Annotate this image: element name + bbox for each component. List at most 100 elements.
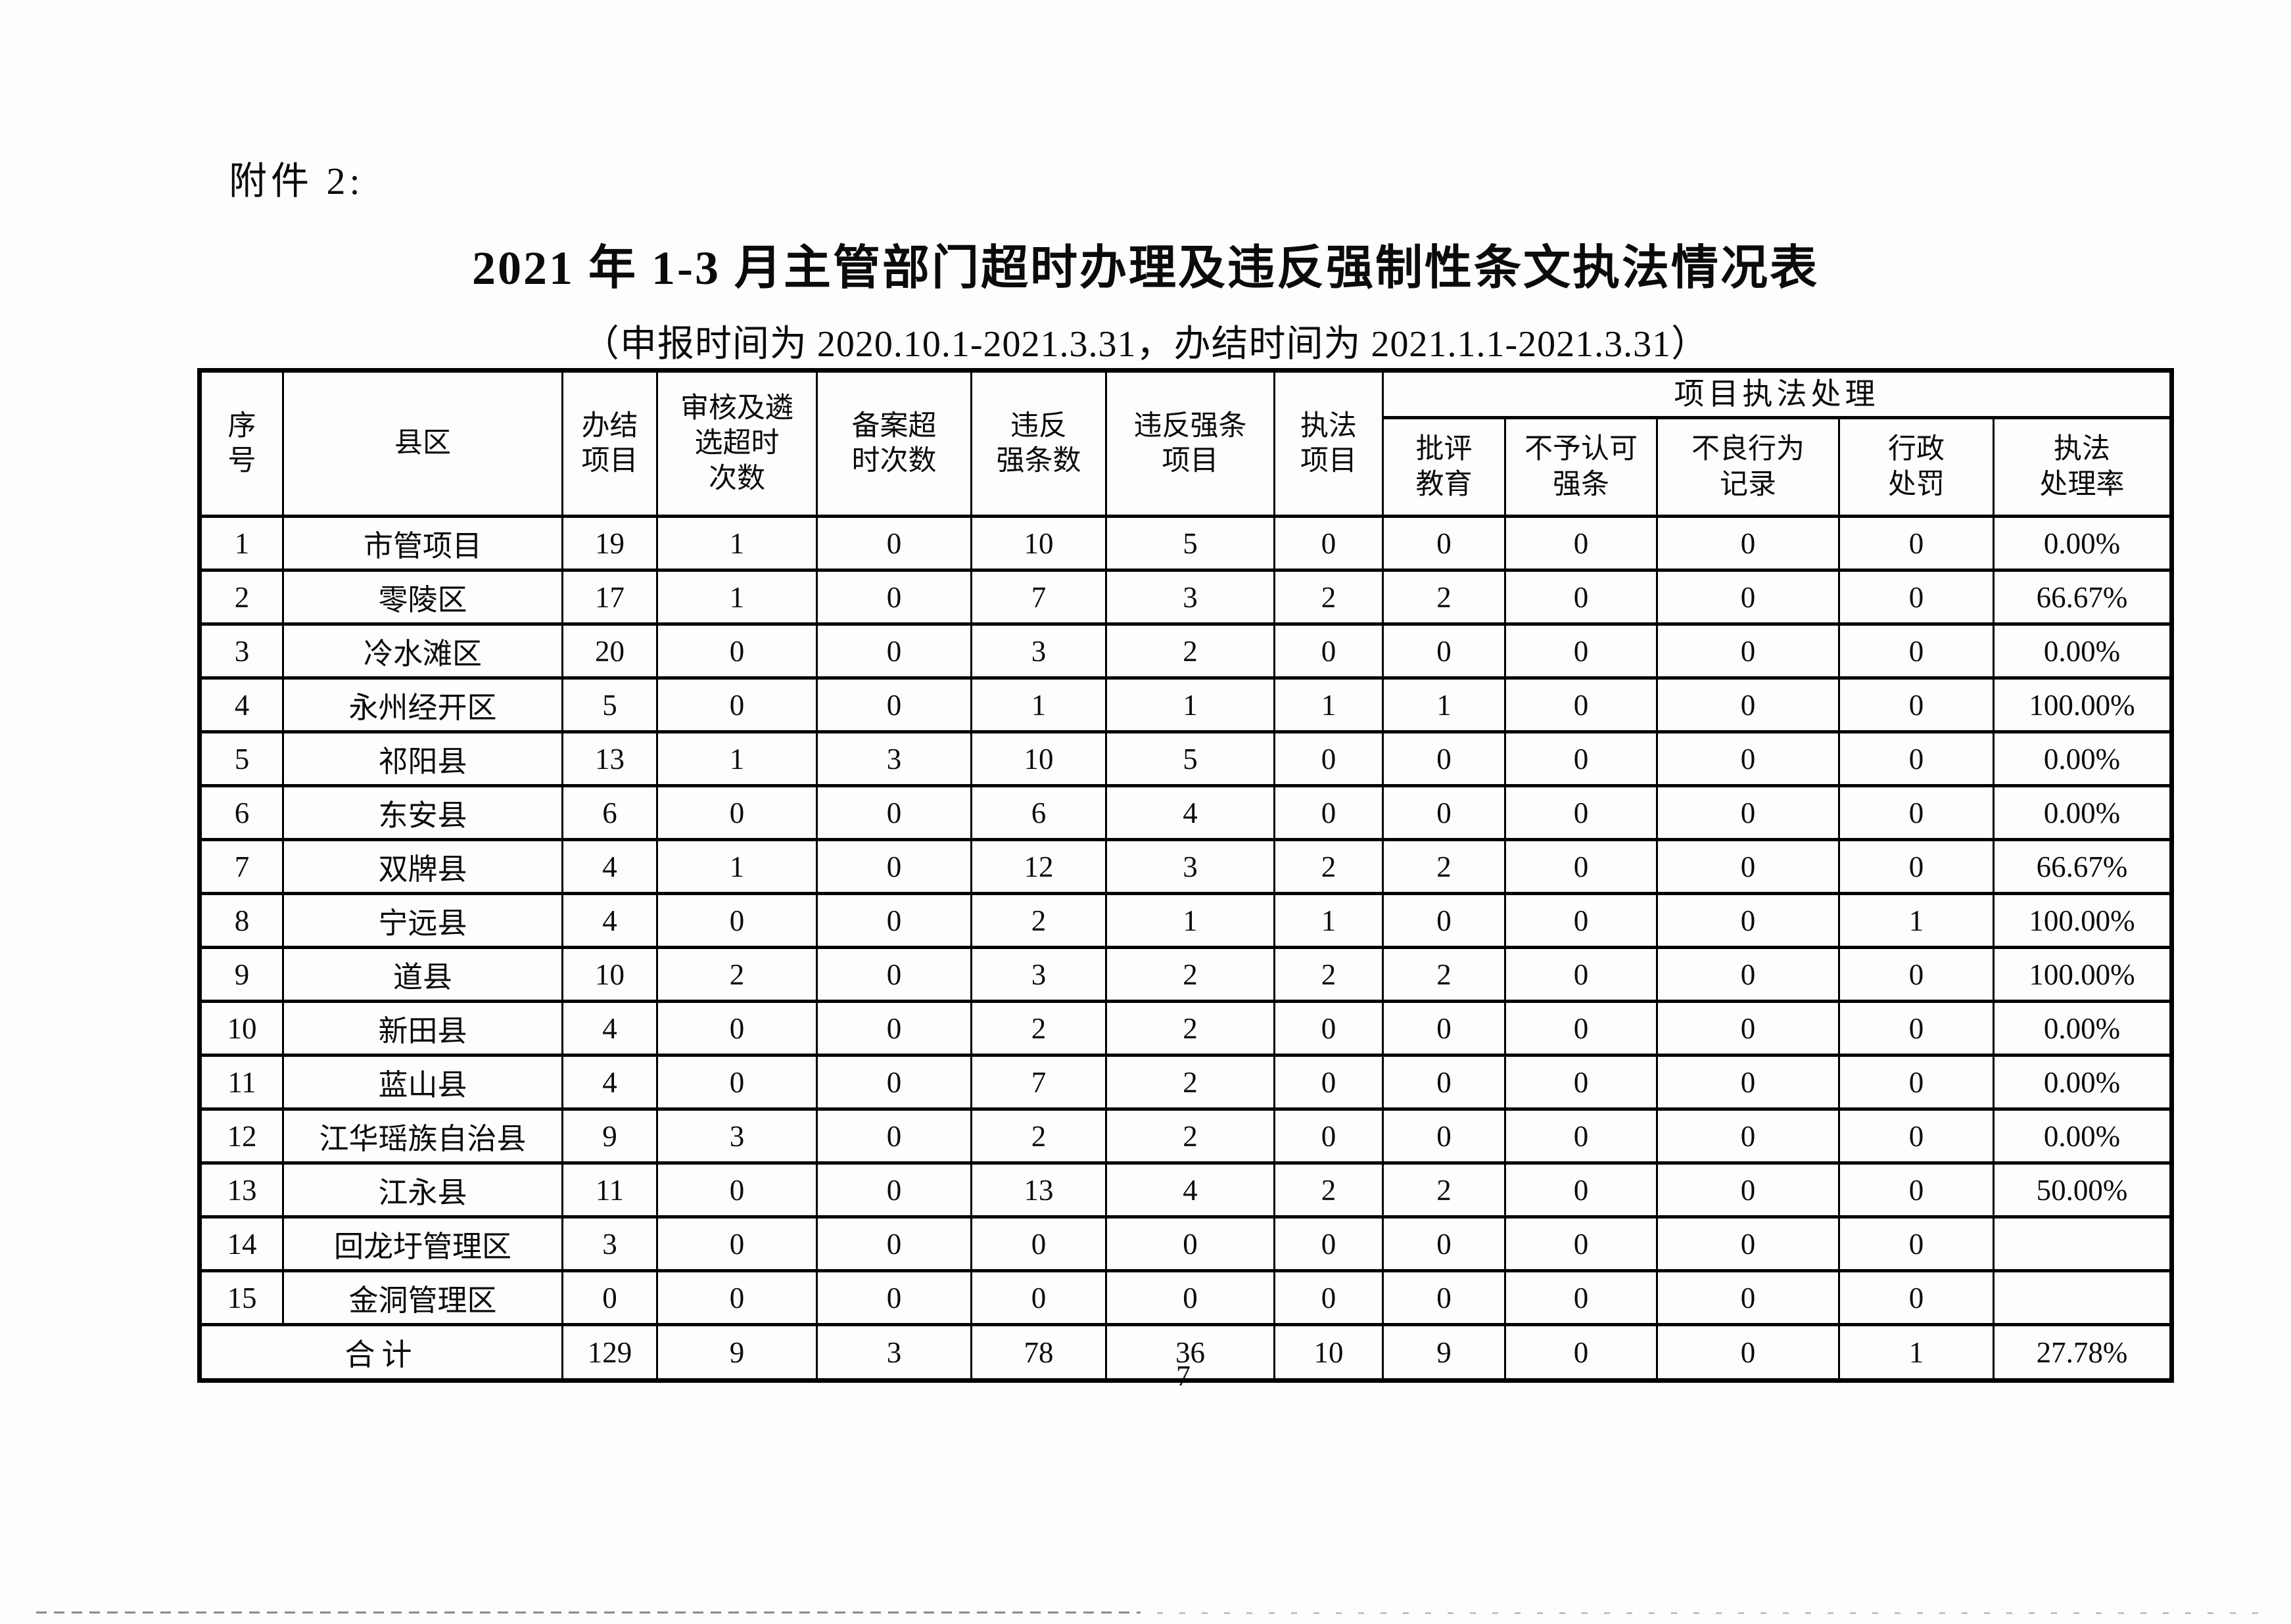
- total-value: 36: [1105, 1323, 1275, 1382]
- cell-value: 1: [1273, 676, 1384, 733]
- cell-value: 0: [1838, 784, 1995, 841]
- cell-value: 10: [970, 515, 1107, 572]
- cell-value: 0: [1273, 622, 1384, 680]
- cell-county: 道县: [282, 946, 563, 1003]
- cell-value: 0: [1504, 1215, 1658, 1272]
- total-value: 9: [656, 1323, 818, 1382]
- table-footer: 合计 129 9 3 78 36 10 9 0 0 1 27.78%: [199, 1323, 2173, 1382]
- cell-value: 0: [1273, 515, 1384, 572]
- cell-value: 1: [1105, 676, 1275, 733]
- cell-value: 0: [1656, 1107, 1840, 1165]
- cell-seq: 3: [199, 622, 284, 680]
- cell-county: 市管项目: [282, 515, 563, 572]
- enforcement-table: 序 号 县区 办结 项目 审核及遴 选超时 次数 备案超 时次数 违反 强条数 …: [197, 368, 2175, 1383]
- cell-value: 0: [1838, 1215, 1995, 1272]
- cell-value: 0: [816, 1000, 972, 1057]
- cell-value: 0: [1382, 1107, 1506, 1165]
- cell-value: 5: [1105, 515, 1275, 572]
- cell-county: 回龙圩管理区: [282, 1215, 563, 1272]
- cell-value: 10: [970, 730, 1107, 787]
- header-violation-projects: 违反强条 项目: [1105, 369, 1275, 518]
- cell-seq: 14: [199, 1215, 284, 1272]
- table-row: 11 蓝山县 4 0 0 7 2 0 0 0 0 0 0.00%: [199, 1054, 2173, 1111]
- cell-value: 0: [1838, 730, 1995, 787]
- cell-value: 0: [816, 946, 972, 1003]
- cell-value: 1: [656, 515, 818, 572]
- cell-value: 0: [1838, 1000, 1995, 1057]
- cell-value: 100.00%: [1992, 892, 2173, 949]
- cell-value: 50.00%: [1992, 1161, 2173, 1218]
- cell-value: 12: [970, 838, 1107, 895]
- cell-value: 0: [1105, 1215, 1275, 1272]
- cell-value: 2: [970, 1000, 1107, 1057]
- cell-value: 2: [1105, 1107, 1275, 1165]
- scan-artifact-line: [1157, 1612, 2268, 1614]
- cell-value: 0: [1838, 515, 1995, 572]
- table-row: 2 零陵区 17 1 0 7 3 2 2 0 0 0 66.67%: [199, 568, 2173, 626]
- header-enforcement-projects: 执法 项目: [1273, 369, 1384, 518]
- cell-value: 0.00%: [1992, 1000, 2173, 1057]
- cell-value: 2: [1105, 1000, 1275, 1057]
- cell-county: 双牌县: [282, 838, 563, 895]
- cell-seq: 12: [199, 1107, 284, 1165]
- header-review-overtime: 审核及遴 选超时 次数: [656, 369, 818, 518]
- cell-seq: 4: [199, 676, 284, 733]
- cell-value: [1992, 1215, 2173, 1272]
- cell-value: 100.00%: [1992, 946, 2173, 1003]
- cell-seq: 15: [199, 1269, 284, 1326]
- cell-value: 2: [1382, 568, 1506, 626]
- cell-county: 宁远县: [282, 892, 563, 949]
- cell-value: 4: [561, 838, 658, 895]
- cell-value: 0: [656, 1161, 818, 1218]
- cell-value: 4: [1105, 1161, 1275, 1218]
- table-row: 7 双牌县 4 1 0 12 3 2 2 0 0 0 66.67%: [199, 838, 2173, 895]
- cell-seq: 7: [199, 838, 284, 895]
- cell-value: 0: [816, 784, 972, 841]
- page-number: 7: [1176, 1360, 1191, 1392]
- cell-county: 祁阳县: [282, 730, 563, 787]
- cell-value: 0: [656, 676, 818, 733]
- cell-value: 0: [1273, 1107, 1384, 1165]
- cell-value: 0: [1273, 1054, 1384, 1111]
- cell-value: 0: [1656, 892, 1840, 949]
- cell-value: 0: [1504, 892, 1658, 949]
- total-value: 9: [1382, 1323, 1506, 1382]
- cell-value: 0: [1504, 568, 1658, 626]
- cell-value: 2: [970, 1107, 1107, 1165]
- cell-value: 66.67%: [1992, 568, 2173, 626]
- cell-value: 0: [1382, 622, 1506, 680]
- cell-value: 0: [1504, 1000, 1658, 1057]
- cell-value: 0: [1838, 1269, 1995, 1326]
- cell-value: 0: [1656, 515, 1840, 572]
- cell-value: 0: [816, 1269, 972, 1326]
- table-row: 5 祁阳县 13 1 3 10 5 0 0 0 0 0 0.00%: [199, 730, 2173, 787]
- cell-county: 永州经开区: [282, 676, 563, 733]
- cell-value: 11: [561, 1161, 658, 1218]
- cell-value: 2: [1273, 946, 1384, 1003]
- cell-seq: 10: [199, 1000, 284, 1057]
- table-row: 12 江华瑶族自治县 9 3 0 2 2 0 0 0 0 0 0.00%: [199, 1107, 2173, 1165]
- cell-value: 5: [1105, 730, 1275, 787]
- cell-value: 0: [561, 1269, 658, 1326]
- cell-value: 3: [1105, 568, 1275, 626]
- cell-value: 0.00%: [1992, 784, 2173, 841]
- total-value: 3: [816, 1323, 972, 1382]
- cell-value: 1: [970, 676, 1107, 733]
- cell-value: 0: [1504, 838, 1658, 895]
- cell-value: 17: [561, 568, 658, 626]
- cell-value: 20: [561, 622, 658, 680]
- table-row: 8 宁远县 4 0 0 2 1 1 0 0 0 1 100.00%: [199, 892, 2173, 949]
- cell-value: 0: [656, 1215, 818, 1272]
- cell-value: 0: [1656, 676, 1840, 733]
- cell-value: 0: [816, 1161, 972, 1218]
- cell-county: 江永县: [282, 1161, 563, 1218]
- cell-value: 1: [1273, 892, 1384, 949]
- total-value: 129: [561, 1323, 658, 1382]
- total-label: 合计: [199, 1323, 563, 1382]
- cell-value: 0: [970, 1215, 1107, 1272]
- cell-value: 4: [561, 892, 658, 949]
- cell-value: 3: [816, 730, 972, 787]
- cell-value: 0: [656, 892, 818, 949]
- cell-value: 13: [561, 730, 658, 787]
